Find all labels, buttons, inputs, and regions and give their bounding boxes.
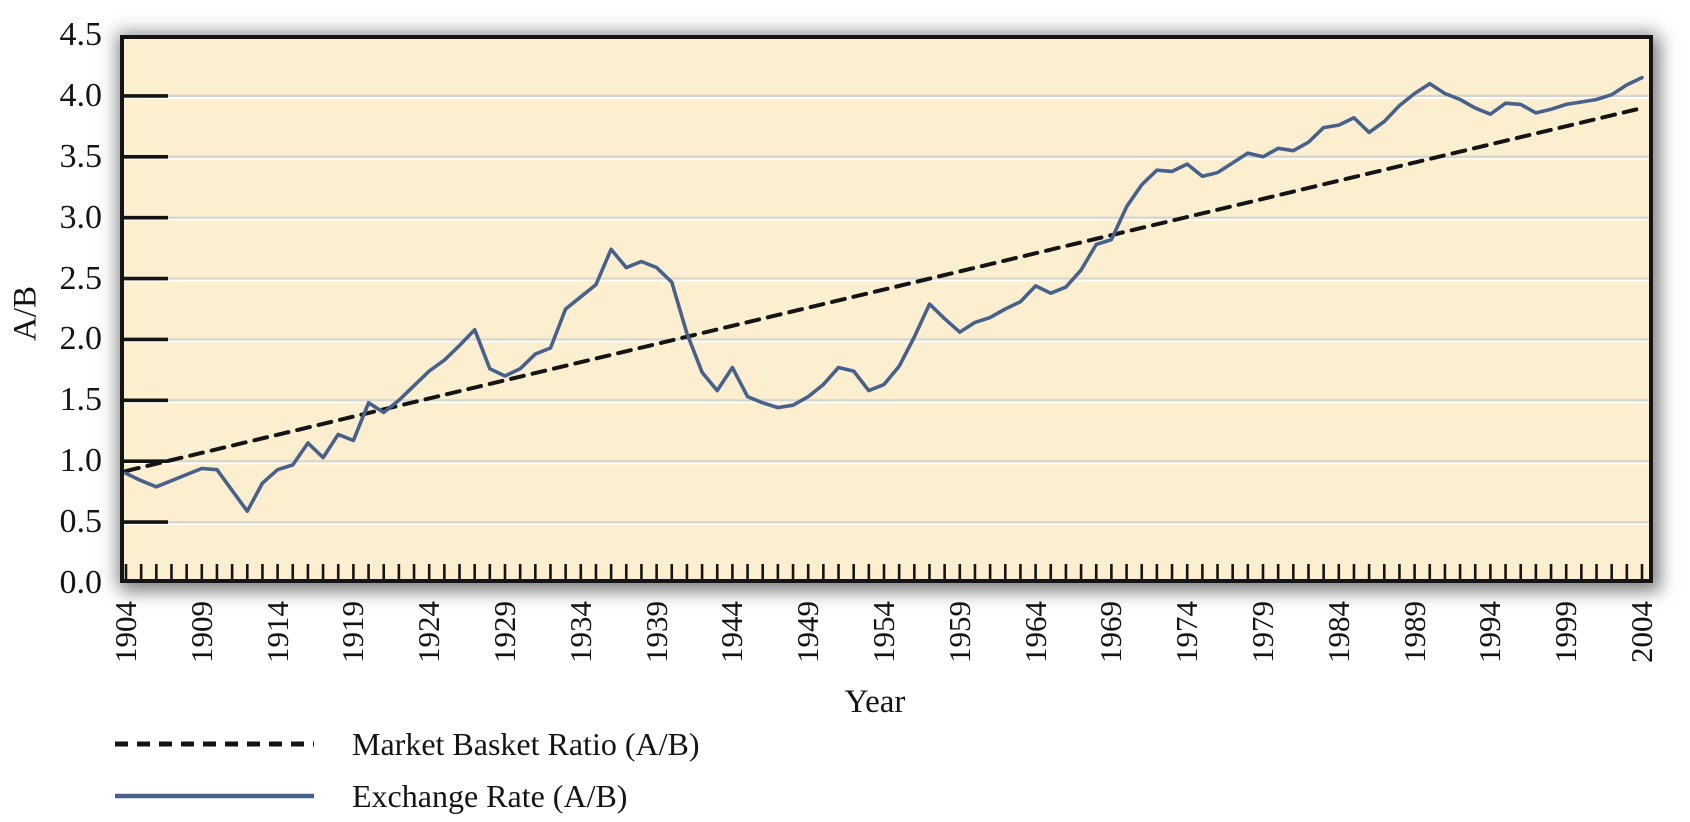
- x-tick-label: 1914: [259, 601, 295, 663]
- y-axis-ticks: [122, 35, 168, 524]
- x-tick-label: 2004: [1624, 601, 1659, 663]
- x-tick-label: 1994: [1472, 601, 1508, 663]
- x-tick-label: 1919: [335, 601, 371, 663]
- x-tick-label: 1974: [1169, 601, 1205, 663]
- dashed-line-sample: [115, 741, 314, 747]
- x-tick-label: 1979: [1245, 601, 1280, 663]
- x-tick-label: 1934: [562, 601, 598, 663]
- y-tick-label: 3.0: [59, 198, 103, 236]
- y-tick-label: 4.5: [59, 16, 103, 53]
- x-tick-label: 1989: [1396, 601, 1432, 663]
- x-tick-label: 1939: [638, 601, 674, 663]
- plot-border: [120, 35, 1653, 583]
- y-tick-label: 3.5: [59, 137, 103, 175]
- y-tick-label: 1.5: [59, 381, 103, 419]
- y-tick-label: 2.5: [59, 259, 103, 297]
- y-tick-label: 4.0: [59, 76, 103, 114]
- x-tick-label: 1944: [714, 601, 750, 663]
- x-tick-label: 1959: [941, 601, 977, 663]
- legend-label: Exchange Rate (A/B): [352, 777, 628, 814]
- x-tick-label: 1964: [1017, 601, 1053, 663]
- x-tick-label: 1984: [1320, 601, 1356, 663]
- market-basket-ratio-line: [124, 106, 1644, 473]
- x-axis-ticks: [124, 564, 1644, 580]
- y-axis-title: A/B: [7, 286, 44, 342]
- exchange-rate-line: [124, 75, 1644, 514]
- y-tick-label: 1.0: [59, 442, 103, 480]
- x-tick-label: 1969: [1093, 601, 1129, 663]
- x-tick-label: 1949: [790, 601, 826, 663]
- plot-area: [120, 35, 1653, 583]
- x-tick-label: 1909: [183, 601, 219, 663]
- legend-label: Market Basket Ratio (A/B): [352, 725, 700, 762]
- x-tick-label: 1954: [866, 601, 901, 663]
- chart-canvas: [120, 35, 1653, 583]
- x-tick-label: 1924: [411, 601, 447, 663]
- x-tick-label: 1929: [487, 601, 522, 663]
- solid-line-sample: [115, 793, 314, 799]
- y-tick-label: 2.0: [59, 320, 103, 358]
- gridlines: [123, 94, 1650, 526]
- x-tick-label: 1904: [108, 601, 143, 663]
- y-tick-label: 0.5: [59, 503, 103, 541]
- legend-row-exchange-rate: Exchange Rate (A/B): [113, 770, 699, 822]
- y-tick-label: 0.0: [59, 564, 103, 601]
- x-tick-label: 1999: [1548, 601, 1584, 663]
- legend-row-market-basket-ratio: Market Basket Ratio (A/B): [113, 718, 699, 770]
- x-axis-title: Year: [844, 684, 906, 720]
- legend: Market Basket Ratio (A/B) Exchange Rate …: [113, 718, 699, 822]
